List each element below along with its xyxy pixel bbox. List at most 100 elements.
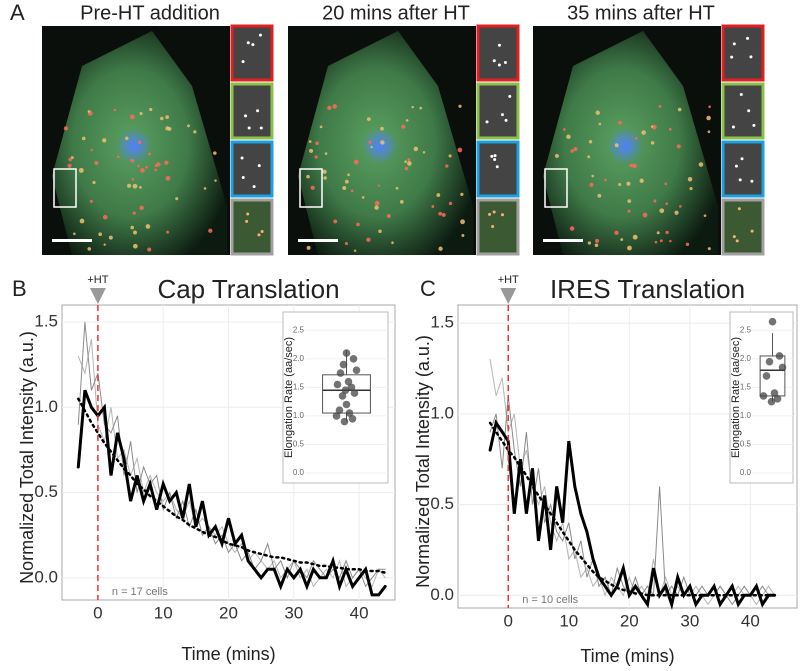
spot [68, 157, 73, 162]
spot [319, 125, 323, 129]
spot [653, 199, 657, 203]
inset-spot [247, 126, 251, 130]
inset-spot [493, 154, 497, 158]
inset-spot [500, 213, 504, 217]
spot [431, 205, 435, 208]
inset-spot [244, 114, 248, 118]
spot [324, 152, 328, 155]
spot [103, 243, 106, 246]
spot [116, 155, 120, 159]
y-tick-label: 0.0 [430, 585, 454, 604]
spot [131, 178, 135, 181]
spot [441, 212, 446, 217]
spot [193, 130, 197, 134]
inset-spot [746, 36, 750, 40]
spot [208, 228, 213, 233]
inset-spot [747, 109, 751, 113]
spot [315, 141, 319, 146]
spot [401, 124, 406, 129]
inset-spot [490, 154, 494, 158]
spot [620, 238, 624, 241]
inset-spot [749, 55, 753, 59]
spot [664, 182, 668, 186]
spot [94, 160, 99, 166]
spot [386, 214, 391, 218]
nucleus [116, 128, 152, 164]
inset-tick-label: 1.0 [740, 411, 752, 420]
spot [595, 110, 600, 115]
ht-arrow [500, 288, 517, 304]
inset-point [340, 417, 349, 426]
spot [314, 155, 318, 159]
spot [327, 105, 332, 111]
inset-spot [258, 33, 262, 37]
spot [460, 192, 464, 196]
spot [604, 178, 607, 182]
x-tick-label: 0 [93, 603, 102, 622]
trace-line [488, 419, 777, 611]
inset-point [345, 409, 354, 417]
spot [573, 147, 578, 152]
nucleus [607, 128, 643, 164]
inset-point [349, 355, 358, 363]
spot [445, 164, 449, 168]
spot [614, 230, 619, 235]
inset-tick-label: 0.5 [293, 440, 305, 449]
spot [632, 234, 638, 240]
spot [588, 140, 593, 144]
inset-spot [752, 123, 756, 127]
spot [89, 199, 93, 203]
x-tick-label: 30 [284, 603, 303, 622]
spot [458, 104, 462, 108]
spot [203, 187, 207, 190]
spot [448, 201, 453, 206]
fit-line [488, 421, 776, 597]
inset-spot [730, 55, 734, 59]
spot [380, 126, 384, 131]
ht-arrow [89, 288, 106, 304]
inset-point [767, 397, 776, 406]
spot [587, 155, 591, 159]
spot [308, 140, 312, 143]
spot [353, 159, 359, 165]
inset-spot [504, 118, 508, 122]
spot [102, 214, 108, 220]
spot [165, 175, 171, 181]
spot [674, 210, 679, 215]
spot [570, 149, 574, 153]
spot [166, 230, 170, 234]
inset-spot [241, 60, 245, 64]
spot [703, 214, 707, 217]
spot [130, 225, 134, 230]
spot [366, 117, 371, 121]
inset [476, 82, 520, 140]
inset-spot [750, 179, 754, 183]
spot [407, 161, 412, 166]
spot [63, 126, 69, 131]
y-tick-label: 0.5 [430, 494, 454, 513]
spot [374, 200, 380, 206]
spot [139, 205, 144, 211]
spot [676, 144, 681, 149]
inset-tick-label: 0.5 [740, 440, 752, 449]
chart-title: Cap Translation [157, 274, 339, 304]
spot [165, 126, 170, 131]
inset-spot [503, 61, 507, 65]
spot [438, 211, 443, 216]
inset-point [347, 383, 356, 392]
spot [344, 242, 348, 246]
y-axis-label: Normalized Total Intensity (a.u.) [413, 335, 433, 588]
inset-spot [750, 229, 754, 233]
scale-bar [52, 239, 92, 242]
inset [476, 198, 520, 256]
spot [706, 115, 711, 121]
inset-point [773, 394, 782, 403]
x-tick-label: 10 [559, 611, 578, 630]
spot [595, 238, 600, 243]
spot [698, 162, 704, 167]
panel-label: A [10, 0, 25, 25]
inset-point [348, 414, 357, 423]
roi-box [53, 168, 77, 208]
spot [626, 181, 631, 186]
spot [323, 176, 327, 180]
